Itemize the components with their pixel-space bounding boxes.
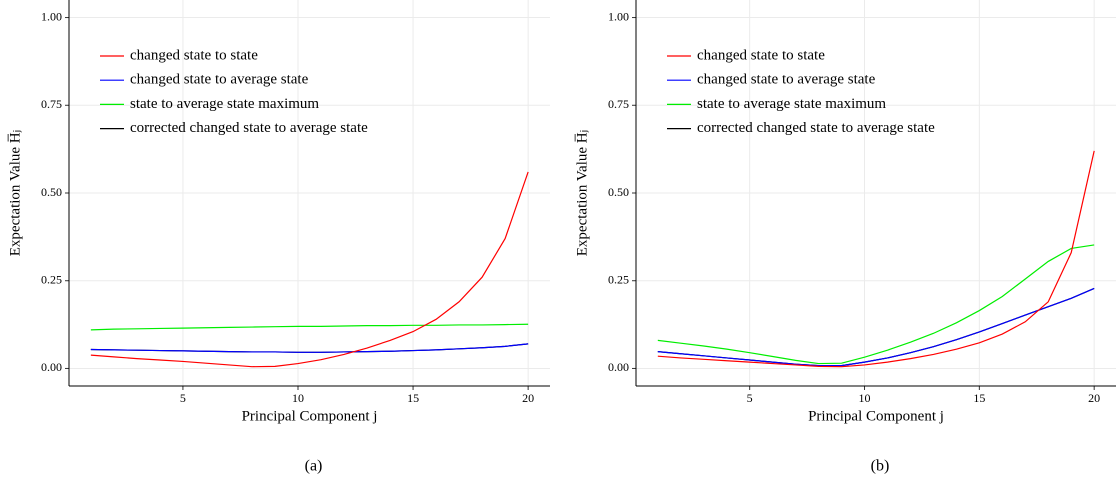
caption: (a) — [305, 458, 323, 475]
legend-label: corrected changed state to average state — [697, 120, 935, 136]
y-tick-label: 0.75 — [41, 97, 62, 111]
x-tick-label: 20 — [522, 391, 534, 405]
y-tick-label: 0.25 — [608, 272, 629, 286]
x-axis-label: Principal Component j — [242, 408, 378, 424]
series-line — [90, 171, 529, 368]
x-tick-label: 15 — [973, 391, 985, 405]
x-tick-label: 5 — [180, 391, 186, 405]
y-tick-label: 1.00 — [41, 9, 62, 23]
series-line — [90, 323, 529, 331]
legend-label: changed state to average state — [697, 72, 876, 88]
series-line — [657, 244, 1095, 365]
y-axis-label: Expectation Value H̅ⱼ — [7, 130, 23, 256]
legend-label: changed state to average state — [130, 72, 309, 88]
x-tick-label: 10 — [859, 391, 871, 405]
y-tick-label: 0.00 — [608, 360, 629, 374]
series-line — [657, 150, 1095, 368]
y-tick-label: 1.00 — [608, 9, 629, 23]
y-tick-label: 0.50 — [41, 185, 62, 199]
y-tick-label: 0.75 — [608, 97, 629, 111]
legend-label: corrected changed state to average state — [130, 120, 368, 136]
x-tick-label: 20 — [1088, 391, 1100, 405]
series-line — [90, 343, 529, 353]
x-axis-label: Principal Component j — [808, 408, 944, 424]
legend-label: state to average state maximum — [130, 96, 319, 112]
legend-label: changed state to state — [697, 47, 825, 63]
x-tick-label: 5 — [747, 391, 753, 405]
legend-label: state to average state maximum — [697, 96, 886, 112]
caption: (b) — [871, 458, 890, 475]
y-tick-label: 0.50 — [608, 185, 629, 199]
y-tick-label: 0.00 — [41, 360, 62, 374]
y-axis-label: Expectation Value H̅ⱼ — [574, 130, 590, 256]
y-tick-label: 0.25 — [41, 272, 62, 286]
legend-label: changed state to state — [130, 47, 258, 63]
x-tick-label: 10 — [292, 391, 304, 405]
x-tick-label: 15 — [407, 391, 419, 405]
series-line — [657, 287, 1095, 367]
